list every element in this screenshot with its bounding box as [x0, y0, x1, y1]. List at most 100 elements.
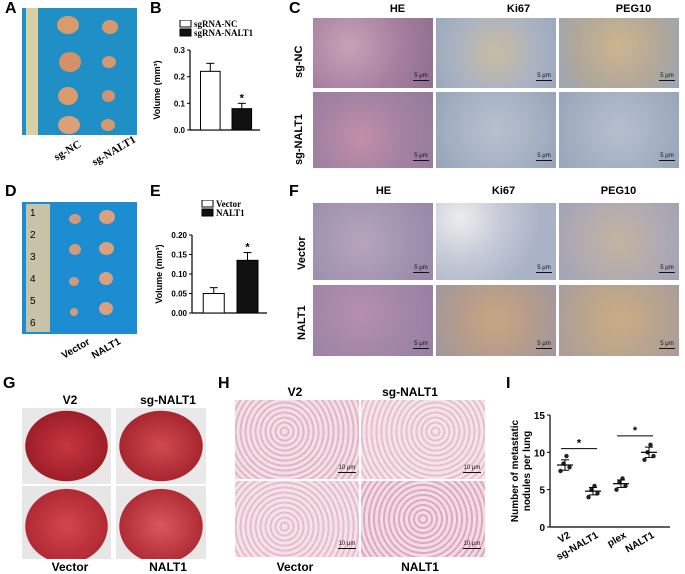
scale-bar: 10 μm	[463, 541, 481, 549]
y-axis-label: Volume (mm³)	[154, 244, 164, 303]
tumor	[70, 308, 78, 316]
tumor	[57, 16, 79, 34]
y-axis-label: Number of metastatic	[510, 419, 521, 522]
label-sg-nalt1: sg-NALT1	[382, 385, 438, 399]
row-label-sg-nc: sg-NC	[293, 45, 305, 78]
panel-label-g: G	[3, 375, 16, 392]
row-label-vector: Vector	[296, 236, 308, 270]
y-tick-label: 0.1	[174, 99, 186, 108]
scale-bar: 5 μm	[536, 73, 552, 81]
data-point	[586, 494, 591, 500]
chart-b: 0.0 0.1 0.2 0.3 Volume (mm³) * sgRNA-NCsgRNA-N…	[152, 20, 260, 135]
significance-mark: *	[245, 242, 250, 254]
ruler	[26, 8, 38, 135]
panel-label-h: H	[218, 375, 230, 392]
histology-tile	[313, 203, 433, 280]
scale-bar: 5 μm	[413, 153, 429, 161]
col-header-ki67: Ki67	[491, 185, 516, 197]
scale-bar: 5 μm	[659, 153, 675, 161]
scale-bar: 5 μm	[413, 265, 429, 273]
tumor	[99, 242, 114, 255]
col-header-he: HE	[375, 185, 392, 197]
tumor	[102, 56, 116, 68]
panel-label-d: D	[5, 183, 17, 200]
legend-label: sgRNA-NALT1	[194, 28, 254, 38]
scale-bar: 5 μm	[659, 73, 675, 81]
lung-histology-tile	[361, 481, 485, 557]
label-sg-nalt1: sg-NALT1	[140, 393, 196, 407]
histology-tile	[559, 285, 679, 356]
row-label-nalt1: NALT1	[296, 305, 308, 340]
y-tick-label: 0	[539, 523, 545, 534]
label-nalt1: NALT1	[90, 336, 123, 362]
tumor-photo-d: 1 2 3 4 5 6	[22, 202, 137, 334]
label-nalt1: NALT1	[149, 560, 187, 574]
lung-histology-tile	[235, 481, 359, 557]
legend-swatch	[201, 200, 214, 208]
label-v2: V2	[287, 385, 303, 399]
significance-mark: *	[633, 425, 638, 437]
label-vector: Vector	[60, 336, 92, 362]
tumor-photo-a	[22, 8, 137, 135]
panel-label-i: I	[506, 375, 511, 392]
tumor	[99, 302, 113, 315]
panel-label-e: E	[150, 183, 161, 200]
x-tick-label: NALT1	[624, 530, 657, 555]
y-tick-label: 0.2	[174, 73, 186, 82]
tumor	[99, 210, 115, 224]
lung-photo	[22, 408, 111, 484]
scale-bar: 10 μm	[463, 465, 481, 473]
legend-swatch	[179, 20, 192, 28]
label-nalt1: NALT1	[401, 560, 439, 574]
histology-tile	[559, 92, 679, 168]
legend-label: NALT1	[216, 208, 245, 218]
histology-tile	[559, 203, 679, 280]
label-vector: Vector	[51, 560, 89, 574]
chart-i: 0 5 10 15 Number of metastatic nodules per lu…	[510, 411, 670, 563]
histology-tile	[436, 285, 556, 356]
bar	[236, 259, 259, 314]
significance-mark: *	[240, 92, 245, 104]
tumor	[99, 272, 113, 285]
lung-photo	[22, 486, 111, 559]
data-point	[558, 468, 563, 474]
histology-tile	[436, 92, 556, 168]
label-v2: V2	[62, 393, 78, 407]
scale-bar: 10 μm	[338, 465, 356, 473]
panel-label-a: A	[5, 0, 17, 17]
legend-label: Vector	[216, 200, 241, 209]
scale-bar: 5 μm	[413, 341, 429, 349]
tumor	[58, 116, 80, 134]
col-header-peg10: PEG10	[615, 3, 652, 15]
scale-bar: 5 μm	[413, 73, 429, 81]
label-vector: Vector	[276, 560, 314, 574]
y-tick-label: 0.15	[171, 251, 187, 260]
col-header-peg10: PEG10	[600, 185, 637, 197]
tumor	[102, 20, 118, 34]
scale-bar: 5 μm	[659, 265, 675, 273]
scale-bar: 5 μm	[659, 341, 675, 349]
lung-photo	[116, 486, 206, 559]
y-tick-label: 0.0	[174, 126, 186, 135]
y-tick-label: 0.3	[174, 46, 186, 55]
col-header-ki67: Ki67	[506, 3, 531, 15]
legend-label: sgRNA-NC	[194, 20, 238, 29]
tumor	[59, 52, 81, 72]
row-label-sg-nalt1: sg-NALT1	[293, 113, 305, 165]
bar	[202, 293, 225, 314]
lung-histology-tile	[235, 400, 359, 479]
histology-tile	[436, 203, 556, 280]
ruler: 1 2 3 4 5 6	[26, 204, 50, 332]
scale-bar: 5 μm	[536, 341, 552, 349]
data-point	[642, 457, 647, 462]
x-tick-label: V2	[556, 530, 572, 546]
histology-tile	[313, 18, 433, 88]
histology-tile	[313, 92, 433, 168]
data-point	[614, 487, 619, 492]
label-sg-nalt1: sg-NALT1	[90, 133, 139, 169]
y-tick-label: 5	[539, 486, 545, 497]
legend-swatch	[179, 28, 192, 37]
tumor	[58, 87, 78, 105]
col-header-he: HE	[389, 3, 406, 15]
tumor	[69, 244, 81, 255]
